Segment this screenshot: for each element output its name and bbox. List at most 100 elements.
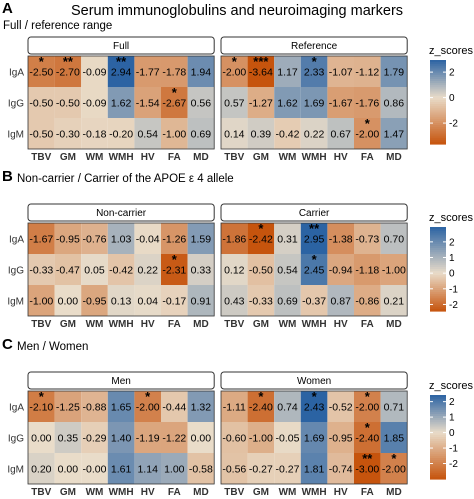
heatmap-cell <box>221 453 248 484</box>
heatmap-cell <box>327 254 354 285</box>
cell-value-label: 0.57 <box>224 98 245 110</box>
legend-gradient-step <box>430 233 446 236</box>
significance-star: * <box>258 389 264 404</box>
legend-tick-label: 2 <box>449 397 455 408</box>
panel-strip <box>220 371 408 390</box>
legend-gradient-step <box>430 306 446 310</box>
panel-strip-label: Non-carrier <box>96 208 147 219</box>
x-tick-label: GM <box>60 487 76 498</box>
legend-gradient-step <box>430 254 446 257</box>
cell-value-label: 1.85 <box>384 433 405 445</box>
significance-star: * <box>312 389 318 404</box>
heatmap-cell <box>327 223 354 254</box>
significance-star: * <box>365 116 371 131</box>
cell-value-label: -1.67 <box>29 234 53 246</box>
significance-star: * <box>172 252 178 267</box>
legend-gradient-step <box>430 252 446 255</box>
heatmap-cell <box>221 87 248 118</box>
x-tick-label: MD <box>193 487 209 498</box>
heatmap-cell <box>354 285 381 316</box>
legend-gradient-step <box>430 116 446 120</box>
cell-value-label: 0.05 <box>84 265 105 277</box>
section-subtitle: Men / Women <box>17 341 88 353</box>
cell-value-label: 1.94 <box>191 67 212 79</box>
cell-value-label: -0.88 <box>83 402 107 414</box>
cell-value-label: -1.76 <box>355 98 379 110</box>
legend-gradient-step <box>430 279 446 283</box>
heatmap-cell <box>274 422 301 453</box>
x-tick-label: TBV <box>224 487 244 498</box>
legend-gradient-step <box>430 70 446 74</box>
heatmap-cell <box>274 453 301 484</box>
cell-value-label: 2.43 <box>304 402 325 414</box>
legend-c: z_scores 2 1 0 -1 -2 <box>429 380 474 480</box>
cell-value-label: -0.50 <box>29 98 53 110</box>
cell-value-label: -2.42 <box>249 234 273 246</box>
x-tick-label: FA <box>361 319 374 330</box>
cell-value-label: 1.00 <box>164 464 185 476</box>
cell-value-label: -2.31 <box>162 265 186 277</box>
legend-gradient-step <box>430 108 446 111</box>
legend-gradient-step <box>430 97 446 101</box>
heatmap-cell <box>300 422 328 453</box>
legend-gradient-step <box>430 304 446 308</box>
cell-value-label: -2.70 <box>56 67 80 79</box>
heatmap-cell <box>107 422 135 453</box>
legend-gradient-step <box>430 60 446 63</box>
legend-gradient-step <box>430 127 446 130</box>
heatmap-cell <box>161 56 188 87</box>
heatmap-cell <box>274 56 301 87</box>
legend-gradient-step <box>430 266 446 270</box>
legend-gradient-step <box>430 424 446 428</box>
x-tick-label: MD <box>386 152 402 163</box>
cell-value-label: -0.86 <box>355 296 379 308</box>
legend-gradient-step <box>430 235 446 239</box>
heatmap-cell <box>54 422 82 453</box>
cell-value-label: -1.00 <box>29 296 53 308</box>
heatmap-cell <box>28 254 55 285</box>
cell-value-label: -0.00 <box>83 464 107 476</box>
cell-value-label: -2.00 <box>355 402 379 414</box>
heatmap-cell <box>107 56 135 87</box>
heatmap-cell <box>187 56 215 87</box>
legend-title: z_scores <box>429 380 474 392</box>
legend-gradient-step <box>430 264 446 268</box>
legend-gradient-step <box>430 300 446 304</box>
heatmap-cell <box>247 422 275 453</box>
heatmap-cell <box>380 422 408 453</box>
legend-gradient-step <box>430 401 446 404</box>
heatmap-cell <box>380 118 408 149</box>
x-tick-label: WM <box>86 152 104 163</box>
significance-star: * <box>391 451 397 466</box>
cell-value-label: -1.26 <box>162 234 186 246</box>
heatmap-cell <box>274 118 301 149</box>
significance-star: ** <box>63 54 74 69</box>
legend-gradient-step <box>430 411 446 415</box>
legend-gradient-step <box>430 292 446 295</box>
legend-gradient-step <box>430 85 446 88</box>
x-tick-label: FA <box>361 487 374 498</box>
heatmap-cell <box>274 285 301 316</box>
legend-gradient-step <box>430 229 446 232</box>
x-tick-label: WM <box>86 319 104 330</box>
legend-gradient-step <box>430 451 446 455</box>
heatmap-cell <box>380 223 408 254</box>
legend-title: z_scores <box>429 212 474 224</box>
legend-gradient-step <box>430 139 446 143</box>
heatmap-cell <box>81 422 108 453</box>
cell-value-label: 1.03 <box>111 234 132 246</box>
cell-value-label: -0.27 <box>276 464 300 476</box>
heatmap-cell <box>274 87 301 118</box>
cell-value-label: -0.27 <box>249 464 273 476</box>
heatmap-cell <box>354 391 381 422</box>
cell-value-label: 2.45 <box>304 265 325 277</box>
cell-value-label: -0.30 <box>56 129 80 141</box>
heatmap-cell <box>300 87 328 118</box>
cell-value-label: -2.50 <box>29 67 53 79</box>
panel-non-carrier: Non-carrier-1.67 -0.95 -0.76 1.03 -0.04 -1.26… <box>7 203 215 330</box>
panel-border <box>27 55 215 150</box>
heatmap-cell <box>107 254 135 285</box>
legend-gradient-step <box>430 447 446 451</box>
heatmap-cell <box>187 87 215 118</box>
